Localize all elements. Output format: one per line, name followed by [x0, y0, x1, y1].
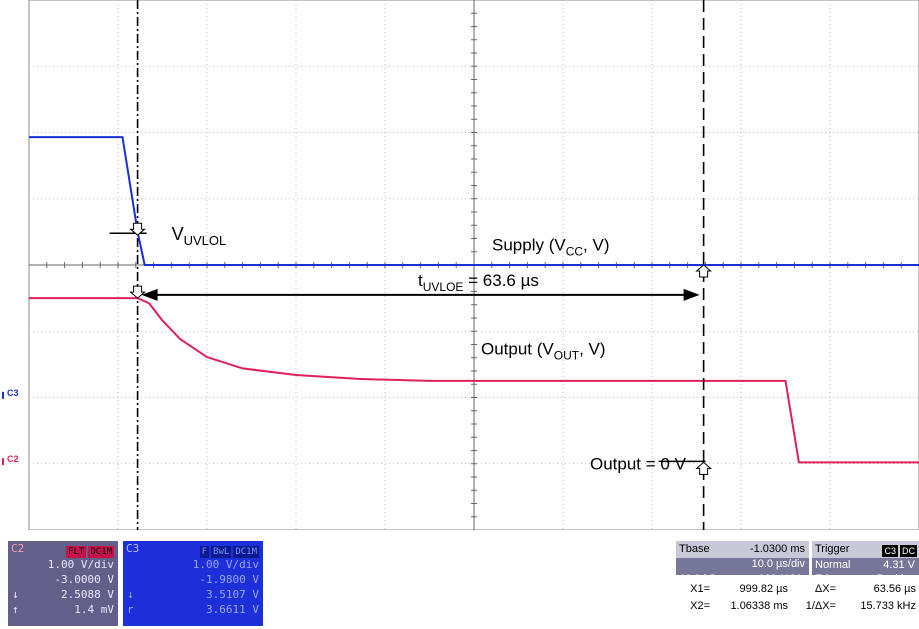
c2-header: C2 FLT DC1M [8, 541, 118, 558]
c3-up-arrow-icon: r [127, 603, 134, 616]
oscilloscope-display: C3 C2 VUVLOL Supply (VCC, V) tUVLOE = 63.6 … [2, 0, 919, 530]
c3-down-arrow-icon: ↓ [127, 588, 134, 601]
annotation-supply: Supply (VCC, V) [492, 235, 610, 258]
output-zero-arrow-icon [695, 461, 712, 475]
annotation-output0: Output = 0 V [590, 454, 687, 473]
markers: C3 C2 [2, 222, 712, 475]
dx-label: ΔX= [814, 583, 836, 595]
c2-vdiv: 1.00 V/div [47, 558, 114, 571]
channel-c3-panel[interactable]: C3 F BwL DC1M 1.00 V/div -1.9800 V ↓ 3.5107… [123, 541, 263, 626]
timebase-label: Tbase [679, 543, 710, 555]
timebase-tdiv: 10.0 µs/div [751, 558, 805, 570]
trigger-label: Trigger [815, 543, 850, 555]
timebase-samples: 10.0 kS [679, 573, 717, 585]
c2-down-arrow-icon: ↓ [12, 588, 19, 601]
x2-value: 1.06338 ms [730, 600, 788, 612]
c3-coupling-tag: DC1M [233, 546, 259, 558]
trigger-coupling-tag: DC [900, 545, 917, 557]
output-start-arrow-icon [129, 285, 146, 299]
trace-c3 [29, 136, 919, 266]
inverse-dx-value: 15.733 kHz [860, 600, 916, 612]
timebase-row-3: 10.0 kS 100 MS/s [676, 571, 809, 588]
trigger-type: Edge [815, 573, 841, 585]
c3-cursor-up-row: r 3.6611 V [123, 602, 263, 617]
timebase-rate: 100 MS/s [758, 573, 805, 585]
c3-f-tag: F [199, 546, 210, 558]
trigger-box[interactable]: Trigger C3 DC Normal 4.31 V Edge Positive [812, 541, 919, 585]
c3-cursor-down: 3.5107 V [206, 588, 259, 601]
c3-header: C3 F BwL DC1M [123, 541, 263, 558]
c2-up-arrow-icon: ↑ [12, 603, 19, 616]
trigger-row-1: Trigger C3 DC [812, 541, 919, 558]
c2-cursor-up-row: ↑ 1.4 mV [8, 602, 118, 617]
vuvlol-arrow-icon [129, 222, 146, 236]
timebase-row-1: Tbase -1.0300 ms [676, 541, 809, 558]
cursors [136, 0, 705, 530]
c2-cursor-down-row: ↓ 2.5088 V [8, 587, 118, 602]
channel-marker-c3: C3 [7, 388, 19, 398]
dimension-arrow-left-icon [141, 288, 158, 301]
c3-name: C3 [126, 542, 140, 555]
trigger-slope: Positive [876, 573, 915, 585]
traces [29, 136, 919, 464]
trigger-channel-tag: C3 [882, 545, 898, 557]
inverse-dx-label: 1/ΔX= [805, 600, 836, 612]
timebase-row-2: 10.0 µs/div [676, 558, 809, 575]
supply-cursor-arrow-icon [695, 264, 712, 278]
annotation-output: Output (VOUT, V) [481, 339, 606, 362]
trigger-row-3: Edge Positive [812, 572, 919, 586]
c2-name: C2 [11, 542, 25, 555]
c2-cursor-down: 2.5088 V [61, 588, 114, 601]
c3-cursor-up: 3.6611 V [206, 603, 259, 616]
annotation-vuvlol: VUVLOL [172, 224, 227, 248]
c3-bwl-tag: BwL [211, 546, 232, 558]
timebase-box[interactable]: Tbase -1.0300 ms 10.0 µs/div 10.0 kS 100… [676, 541, 809, 585]
c2-filter-tag: FLT [66, 546, 87, 558]
trigger-mode: Normal [815, 559, 851, 571]
channel-c2-panel[interactable]: C2 FLT DC1M 1.00 V/div -3.0000 V ↓ 2.5088 … [8, 541, 118, 626]
timebase-value: -1.0300 ms [749, 543, 805, 555]
dx-value: 63.56 µs [873, 583, 916, 595]
annotation-tuvloe: tUVLOE = 63.6 µs [418, 271, 539, 294]
dimension-arrow-right-icon [683, 288, 700, 301]
x2-label: X2= [690, 600, 710, 612]
c2-coupling-tag: DC1M [88, 546, 114, 558]
annotations: VUVLOL Supply (VCC, V) tUVLOE = 63.6 µs Out… [172, 224, 687, 474]
c2-cursor-up: 1.4 mV [74, 603, 114, 616]
x1-label: X1= [690, 583, 710, 595]
channel-marker-c2: C2 [7, 454, 19, 464]
x1-value: 999.82 µs [739, 583, 788, 595]
trigger-level: 4.31 V [883, 559, 915, 571]
c3-vdiv: 1.00 V/div [192, 558, 259, 571]
trigger-row-2: Normal 4.31 V [812, 558, 919, 572]
trace-c2 [29, 297, 919, 464]
c3-cursor-down-row: ↓ 3.5107 V [123, 587, 263, 602]
c3-offset: -1.9800 V [199, 573, 259, 586]
c2-offset: -3.0000 V [54, 573, 114, 586]
